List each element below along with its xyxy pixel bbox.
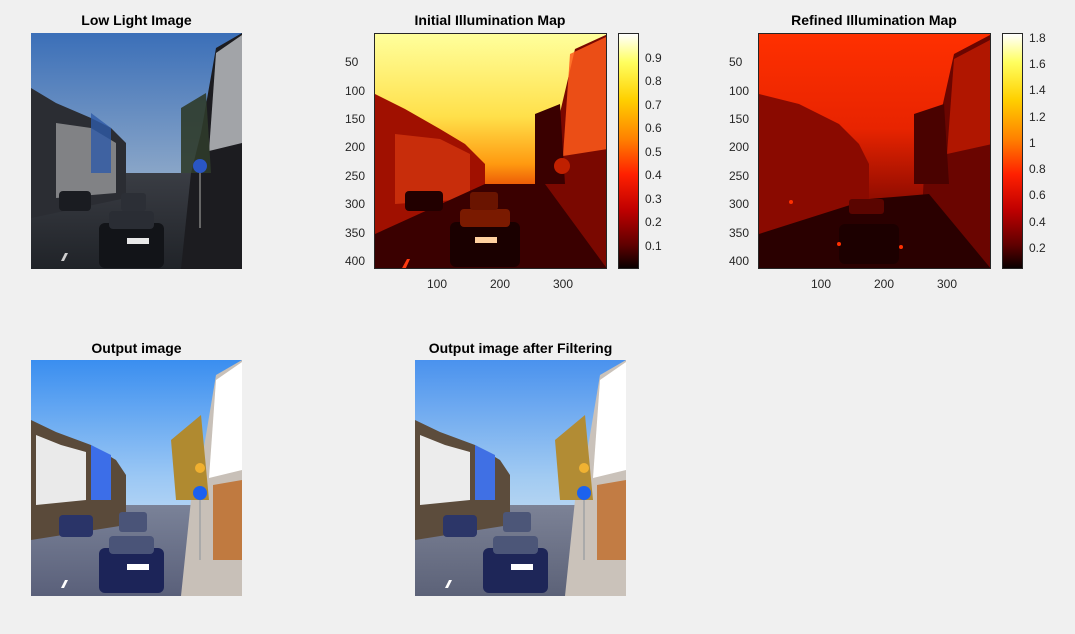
refined-map-colorbar-tick: 1 — [1029, 136, 1036, 150]
refined-map-xtick: 100 — [811, 277, 832, 291]
refined-map-ytick: 150 — [729, 112, 750, 126]
initial-map-colorbar-tick: 0.1 — [645, 239, 662, 253]
initial-map-colorbar-tick: 0.3 — [645, 192, 662, 206]
initial-map-ytick: 300 — [345, 197, 366, 211]
refined-map-ytick: 400 — [729, 254, 750, 268]
initial-map-colorbar-tick: 0.2 — [645, 215, 662, 229]
refined-map-ytick: 350 — [729, 226, 750, 240]
initial-map-ytick: 150 — [345, 112, 366, 126]
initial-illumination-map-axes — [374, 33, 607, 269]
refined-illumination-map-axes — [758, 33, 991, 269]
refined-map-ytick: 300 — [729, 197, 750, 211]
refined-illumination-map-title: Refined Illumination Map — [791, 12, 957, 28]
refined-map-colorbar-tick: 1.4 — [1029, 83, 1046, 97]
output-image-filtered — [415, 360, 626, 596]
initial-map-colorbar-tick: 0.6 — [645, 121, 662, 135]
refined-map-colorbar-tick: 0.8 — [1029, 162, 1046, 176]
refined-map-colorbar-tick: 1.8 — [1029, 31, 1046, 45]
refined-map-ytick: 50 — [729, 55, 743, 69]
initial-map-colorbar-tick: 0.4 — [645, 168, 662, 182]
initial-map-xtick: 100 — [427, 277, 448, 291]
low-light-image-title: Low Light Image — [81, 12, 192, 28]
refined-map-ytick: 100 — [729, 84, 750, 98]
refined-map-xtick: 200 — [874, 277, 895, 291]
output-image-title: Output image — [91, 340, 182, 356]
initial-illumination-map-title: Initial Illumination Map — [414, 12, 566, 28]
initial-map-ytick: 350 — [345, 226, 366, 240]
initial-map-colorbar-tick: 0.9 — [645, 51, 662, 65]
initial-map-colorbar-tick: 0.8 — [645, 74, 662, 88]
initial-map-ytick: 100 — [345, 84, 366, 98]
refined-map-colorbar-tick: 0.4 — [1029, 215, 1046, 229]
refined-map-colorbar-tick: 0.2 — [1029, 241, 1046, 255]
initial-map-ytick: 50 — [345, 55, 359, 69]
initial-map-ytick: 250 — [345, 169, 366, 183]
refined-map-ytick: 250 — [729, 169, 750, 183]
output-image — [31, 360, 242, 596]
initial-map-ytick: 400 — [345, 254, 366, 268]
refined-map-colorbar-tick: 1.6 — [1029, 57, 1046, 71]
initial-map-xtick: 200 — [490, 277, 511, 291]
initial-map-colorbar-tick: 0.5 — [645, 145, 662, 159]
low-light-image — [31, 33, 242, 269]
refined-map-ytick: 200 — [729, 140, 750, 154]
output-image-filtered-title: Output image after Filtering — [428, 340, 613, 356]
refined-map-colorbar-tick: 0.6 — [1029, 188, 1046, 202]
initial-map-colorbar-tick: 0.7 — [645, 98, 662, 112]
initial-map-xtick: 300 — [553, 277, 574, 291]
refined-map-colorbar — [1002, 33, 1023, 269]
initial-map-ytick: 200 — [345, 140, 366, 154]
refined-map-xtick: 300 — [937, 277, 958, 291]
initial-map-colorbar — [618, 33, 639, 269]
refined-map-colorbar-tick: 1.2 — [1029, 110, 1046, 124]
